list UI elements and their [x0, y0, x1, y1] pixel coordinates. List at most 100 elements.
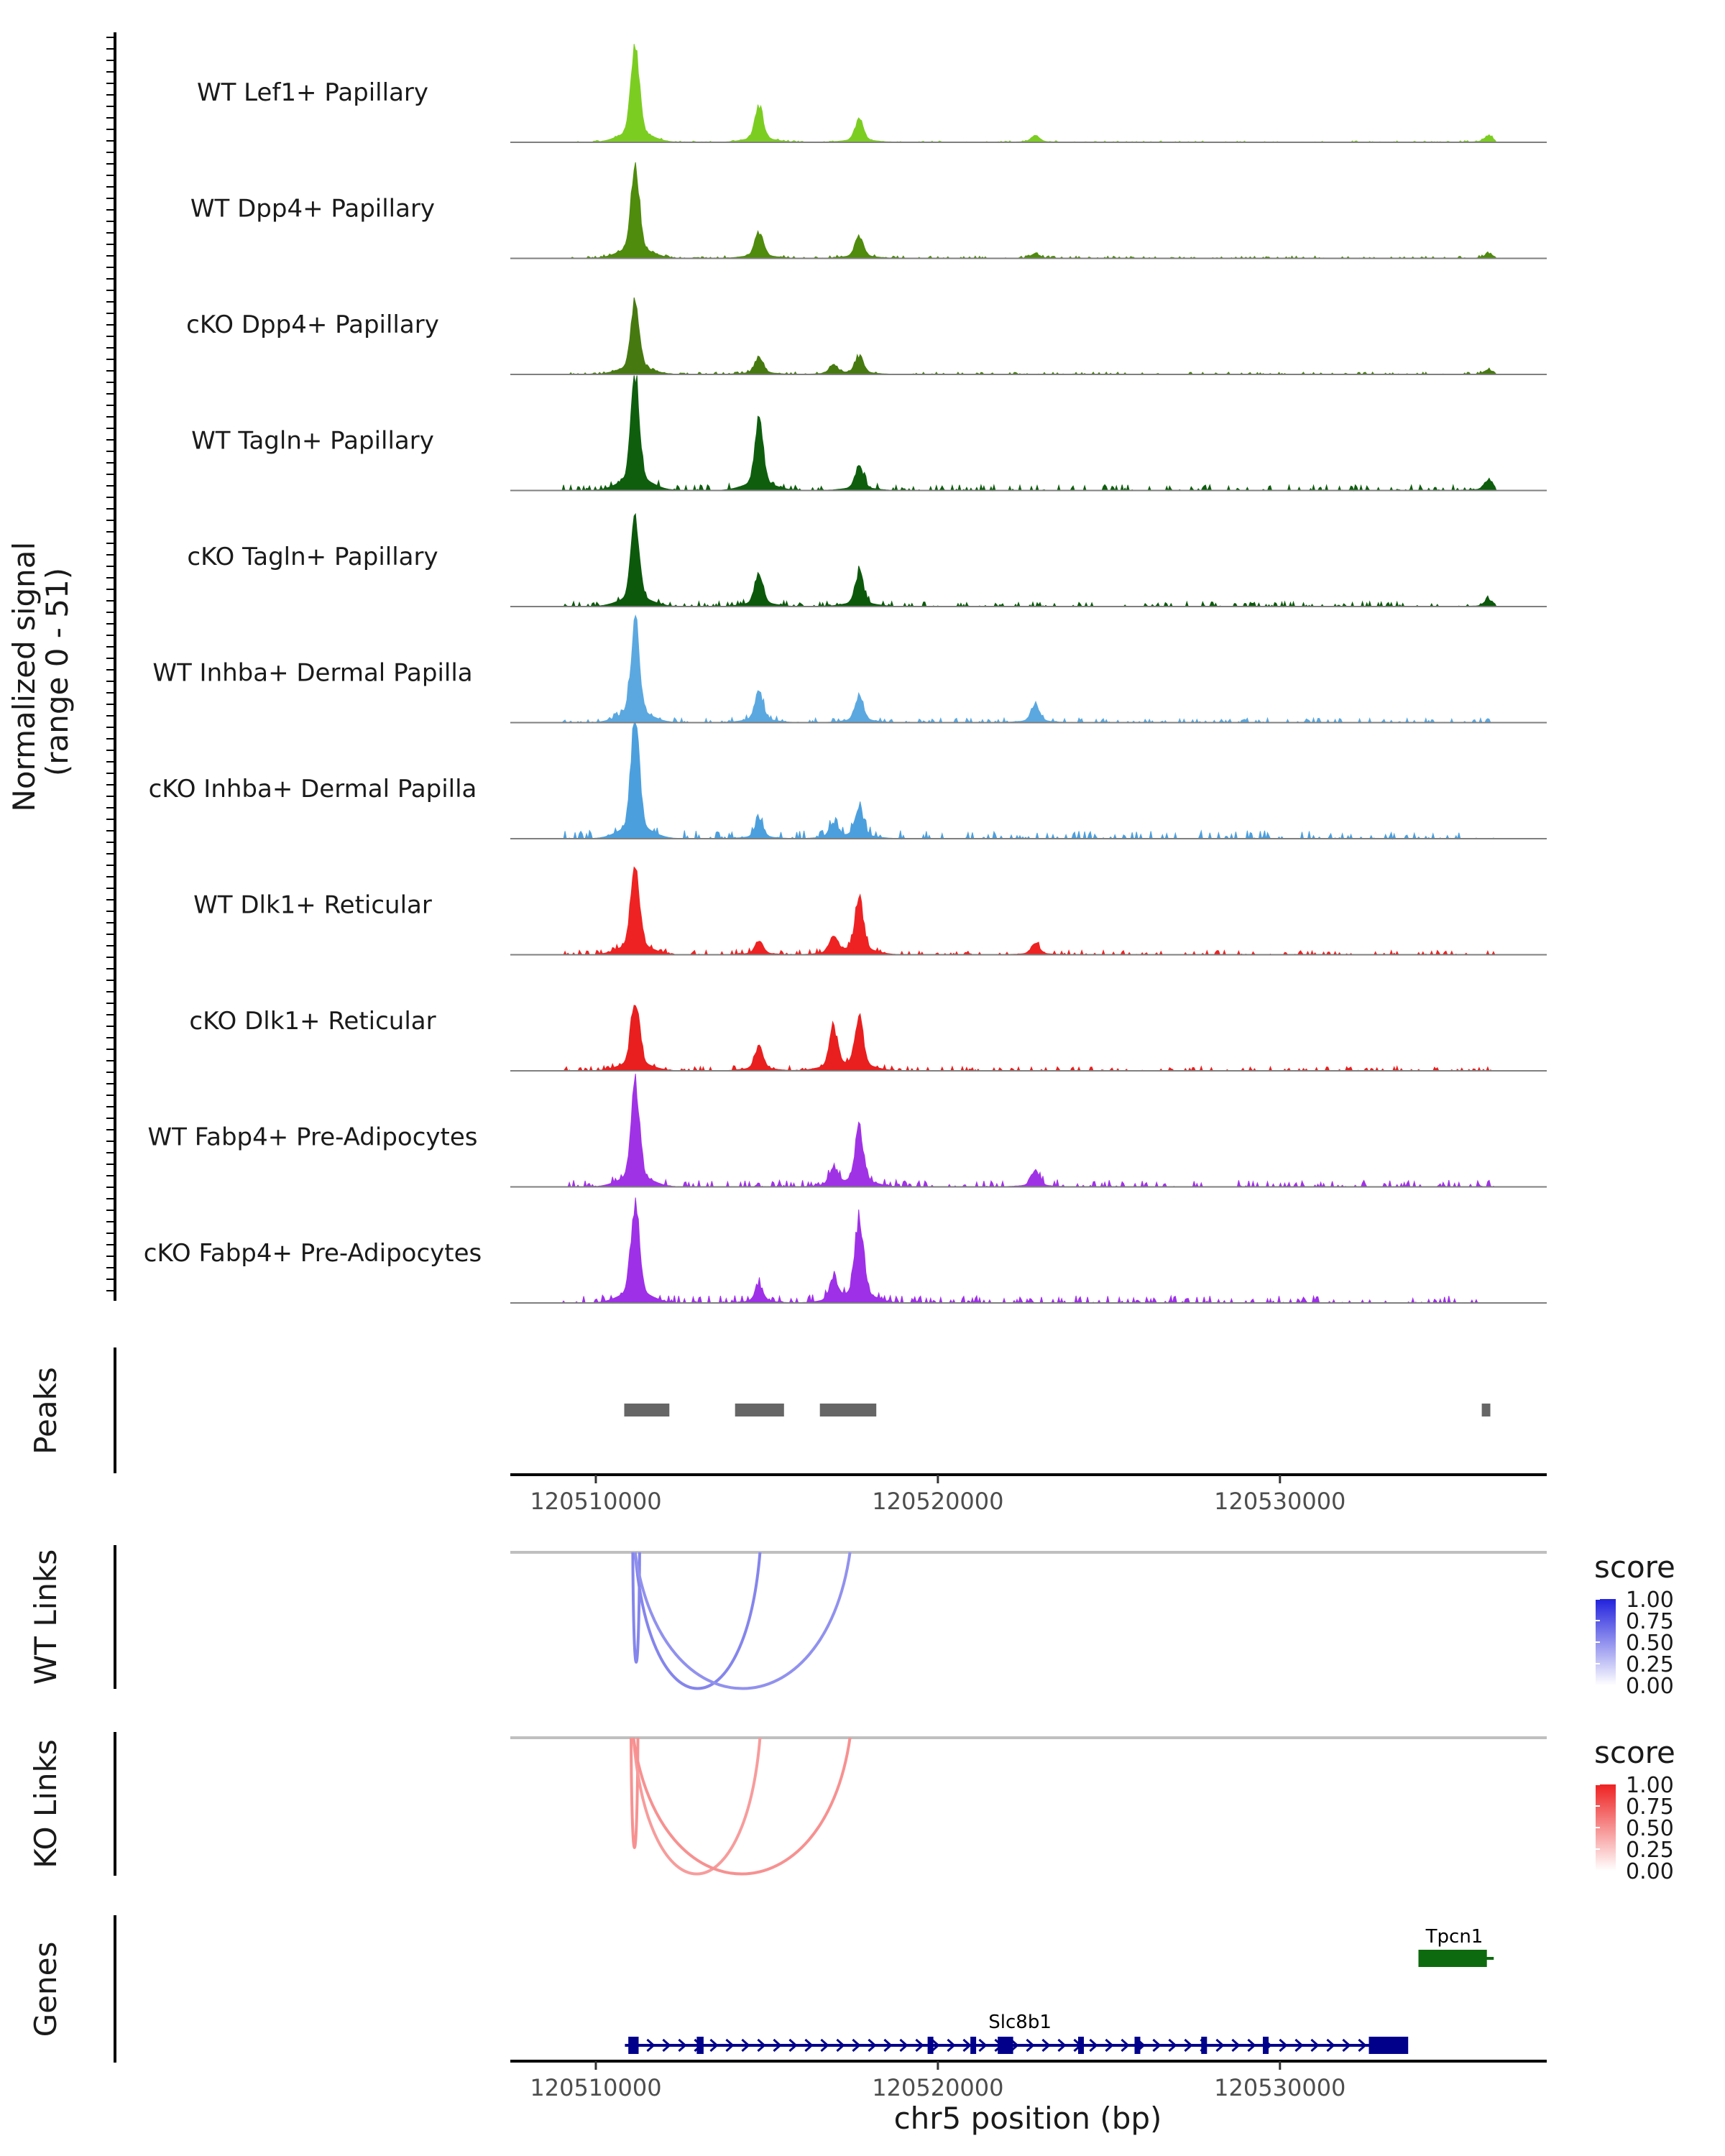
legend-tick-label: 1.00: [1626, 1588, 1674, 1613]
ko-legend-title: score: [1594, 1735, 1675, 1770]
gene-models: Tpcn1 Slc8b1: [625, 1926, 1494, 2054]
gene-exon: [1368, 2037, 1409, 2054]
link-arc: [630, 1737, 640, 1849]
coverage-track: cKO Fabp4+ Pre-Adipocytes: [144, 1197, 1547, 1304]
peaks-x-ticks: 120510000 120520000 120530000: [530, 1475, 1346, 1515]
coverage-track: cKO Inhba+ Dermal Papilla: [149, 723, 1547, 840]
coverage-y-label-line1: Normalized signal: [6, 542, 42, 812]
legend-tick-label: 0.75: [1626, 1795, 1674, 1820]
gene-name-label: Tpcn1: [1425, 1926, 1484, 1948]
coverage-y-label-line2: (range 0 - 51): [40, 568, 75, 776]
track-signal-area: [510, 866, 1547, 956]
strand-chevron: [804, 2038, 814, 2053]
x-tick-label: 120520000: [872, 2074, 1003, 2101]
coverage-y-ticks: [106, 37, 115, 1291]
strand-chevron: [947, 2038, 956, 2053]
track-label: cKO Inhba+ Dermal Papilla: [149, 775, 477, 803]
strand-chevron: [1326, 2038, 1335, 2053]
x-axis-label: chr5 position (bp): [894, 2101, 1162, 2136]
strand-chevron: [883, 2038, 893, 2053]
x-tick-label: 120530000: [1214, 1488, 1346, 1515]
wt-score-legend: score 1.000.750.500.250.00: [1594, 1549, 1675, 1699]
track-signal-area: [510, 162, 1547, 259]
coverage-track: cKO Tagln+ Papillary: [187, 512, 1547, 608]
track-label: WT Inhba+ Dermal Papilla: [152, 659, 472, 688]
gene-exon: [998, 2037, 1013, 2054]
x-tick-label: 120530000: [1214, 2074, 1346, 2101]
strand-chevron: [931, 2038, 940, 2053]
wt-links-panel: WT Links score 1.000.750.500.250.00: [28, 1545, 1675, 1699]
coverage-y-label: Normalized signal (range 0 - 51): [6, 532, 75, 811]
strand-chevron: [1057, 2038, 1067, 2053]
strand-chevron: [1247, 2038, 1256, 2053]
track-label: WT Dlk1+ Reticular: [193, 891, 432, 920]
strand-chevron: [1231, 2038, 1241, 2053]
coverage-track: WT Inhba+ Dermal Papilla: [152, 614, 1547, 724]
gene-exon: [1134, 2037, 1141, 2054]
strand-chevron: [978, 2038, 988, 2053]
link-arc: [633, 1552, 852, 1690]
gene-exon: [927, 2037, 934, 2054]
x-tick-label: 120510000: [530, 2074, 661, 2101]
gene-exon: [970, 2037, 977, 2054]
strand-chevron: [788, 2038, 798, 2053]
track-label: WT Tagln+ Papillary: [191, 427, 434, 456]
coverage-track: WT Lef1+ Papillary: [197, 44, 1547, 143]
strand-chevron: [836, 2038, 845, 2053]
coverage-track: WT Dlk1+ Reticular: [193, 866, 1547, 956]
peaks-title: Peaks: [28, 1367, 63, 1455]
strand-chevron: [1184, 2038, 1193, 2053]
gene-exon: [1078, 2037, 1084, 2054]
gene-model: Slc8b1: [625, 2012, 1409, 2054]
coverage-track: WT Tagln+ Papillary: [191, 375, 1547, 492]
legend-tick-label: 0.50: [1626, 1631, 1674, 1656]
wt-link-arcs: [631, 1552, 852, 1690]
coverage-track: WT Fabp4+ Pre-Adipocytes: [148, 1074, 1547, 1189]
track-label: WT Fabp4+ Pre-Adipocytes: [148, 1123, 478, 1152]
wt-legend-title: score: [1594, 1549, 1675, 1585]
peak-region: [735, 1404, 784, 1416]
peak-region: [1481, 1404, 1491, 1416]
strand-chevron: [725, 2038, 735, 2053]
track-label: cKO Dpp4+ Papillary: [186, 310, 439, 339]
legend-tick-label: 0.75: [1626, 1609, 1674, 1634]
ko-links-panel: KO Links score 1.000.750.500.250.00: [28, 1732, 1675, 1884]
legend-tick-label: 1.00: [1626, 1773, 1674, 1798]
peak-region: [819, 1404, 877, 1416]
track-signal-area: [510, 723, 1547, 840]
peaks-panel: Peaks 120510000 120520000 120530000: [28, 1348, 1547, 1515]
legend-tick-label: 0.25: [1626, 1838, 1674, 1863]
coverage-tracks: WT Lef1+ Papillary WT Dpp4+ Papillary cKO …: [144, 44, 1547, 1304]
strand-chevron: [820, 2038, 829, 2053]
track-signal-area: [510, 512, 1547, 608]
strand-chevron: [678, 2038, 687, 2053]
strand-chevron: [1310, 2038, 1320, 2053]
gene-exon: [696, 2037, 704, 2054]
gene-exon: [1263, 2037, 1269, 2054]
track-label: cKO Dlk1+ Reticular: [189, 1007, 436, 1036]
peak-regions: [624, 1404, 1491, 1416]
strand-chevron: [741, 2038, 750, 2053]
gene-name-label: Slc8b1: [988, 2012, 1052, 2033]
link-arc: [632, 1737, 852, 1876]
gene-exon: [1418, 1950, 1487, 1967]
peak-region: [624, 1404, 670, 1416]
link-arc: [632, 1737, 762, 1876]
gene-exon: [628, 2037, 639, 2054]
strand-chevron: [868, 2038, 877, 2053]
strand-chevron: [962, 2038, 972, 2053]
ko-links-title: KO Links: [28, 1739, 63, 1869]
strand-chevron: [1152, 2038, 1162, 2053]
coverage-track: WT Dpp4+ Papillary: [190, 162, 1547, 259]
legend-tick-label: 0.25: [1626, 1652, 1674, 1677]
ko-link-arcs: [630, 1737, 852, 1876]
coverage-panel: Normalized signal (range 0 - 51) WT Lef1…: [6, 32, 1547, 1304]
strand-chevron: [852, 2038, 861, 2053]
strand-chevron: [1041, 2038, 1051, 2053]
strand-chevron: [899, 2038, 908, 2053]
track-signal-area: [510, 44, 1547, 143]
strand-chevron: [915, 2038, 924, 2053]
legend-tick-label: 0.00: [1626, 1859, 1674, 1884]
